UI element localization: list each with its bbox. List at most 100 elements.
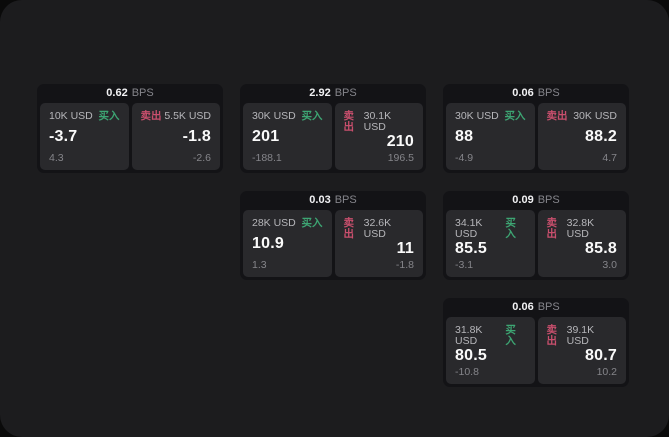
buy-top-row: 34.1K USD 买入 [455, 218, 526, 239]
sell-price: 85.8 [585, 240, 617, 258]
sell-label: 卖出 [343, 217, 355, 240]
buy-price: 201 [252, 128, 280, 145]
buy-tile[interactable]: 30K USD 买入 201 -188.1 [243, 103, 332, 170]
buy-notional: 30K USD [455, 110, 499, 122]
sell-price: 80.7 [585, 347, 617, 365]
sell-label: 卖出 [546, 324, 558, 347]
quote-card: 0.06 BPS 30K USD 买入 88 -4.9 卖出 30K USD [443, 84, 629, 173]
sell-tile[interactable]: 卖出 5.5K USD -1.8 -2.6 [131, 103, 220, 170]
sell-notional: 5.5K USD [164, 110, 211, 122]
bps-value: 0.03 [309, 194, 331, 206]
sell-notional: 32.8K USD [566, 217, 595, 240]
buy-price: 88 [455, 128, 474, 145]
bps-value: 0.09 [512, 194, 534, 206]
sell-tile[interactable]: 卖出 32.6K USD 11 -1.8 [334, 210, 423, 277]
card-body: 30K USD 买入 201 -188.1 卖出 30.1K USD 210 1… [243, 103, 423, 170]
bps-unit-label: BPS [537, 87, 560, 99]
buy-notional: 10K USD [49, 110, 93, 122]
bps-unit-label: BPS [537, 301, 560, 313]
sell-top-row: 卖出 32.6K USD [344, 218, 415, 239]
bps-header: 0.09 BPS [446, 191, 626, 210]
buy-top-row: 28K USD 买入 [252, 218, 323, 229]
sell-tile[interactable]: 卖出 30K USD 88.2 4.7 [537, 103, 626, 170]
bps-unit-label: BPS [131, 87, 154, 99]
sell-top-row: 卖出 32.8K USD [547, 218, 618, 239]
buy-top-row: 31.8K USD 买入 [455, 325, 526, 346]
bps-header: 0.06 BPS [446, 84, 626, 103]
sell-label: 卖出 [343, 110, 355, 133]
bps-unit-label: BPS [334, 194, 357, 206]
bps-header: 0.03 BPS [243, 191, 423, 210]
buy-notional: 34.1K USD [455, 217, 483, 240]
buy-notional: 31.8K USD [455, 324, 483, 347]
buy-label: 买入 [98, 110, 120, 122]
quote-card: 0.09 BPS 34.1K USD 买入 85.5 -3.1 卖出 32.8K… [443, 191, 629, 280]
buy-tile[interactable]: 28K USD 买入 10.9 1.3 [243, 210, 332, 277]
bps-value: 0.06 [512, 87, 534, 99]
sell-notional: 39.1K USD [566, 324, 595, 347]
buy-label: 买入 [505, 324, 516, 347]
buy-delta: -10.8 [455, 365, 479, 378]
card-body: 10K USD 买入 -3.7 4.3 卖出 5.5K USD -1.8 -2.… [40, 103, 220, 170]
sell-price: 210 [386, 133, 414, 151]
sell-top-row: 卖出 30.1K USD [344, 111, 415, 132]
buy-tile[interactable]: 34.1K USD 买入 85.5 -3.1 [446, 210, 535, 277]
sell-price: 88.2 [585, 128, 617, 145]
bps-value: 0.62 [106, 87, 128, 99]
buy-delta: -188.1 [252, 151, 282, 164]
quote-card: 2.92 BPS 30K USD 买入 201 -188.1 卖出 30.1K … [240, 84, 426, 173]
sell-top-row: 卖出 39.1K USD [547, 325, 618, 346]
buy-label: 买入 [301, 217, 323, 229]
sell-delta: 3.0 [602, 258, 617, 271]
sell-price: -1.8 [182, 128, 211, 145]
buy-price: 10.9 [252, 235, 284, 252]
sell-top-row: 卖出 5.5K USD [141, 111, 212, 122]
sell-label: 卖出 [546, 110, 568, 122]
buy-delta: -3.1 [455, 258, 474, 271]
buy-tile[interactable]: 30K USD 买入 88 -4.9 [446, 103, 535, 170]
buy-label: 买入 [301, 110, 323, 122]
buy-top-row: 30K USD 买入 [455, 111, 526, 122]
buy-delta: 4.3 [49, 151, 64, 164]
sell-tile[interactable]: 卖出 32.8K USD 85.8 3.0 [537, 210, 626, 277]
buy-tile[interactable]: 10K USD 买入 -3.7 4.3 [40, 103, 129, 170]
sell-tile[interactable]: 卖出 39.1K USD 80.7 10.2 [537, 317, 626, 384]
buy-label: 买入 [504, 110, 526, 122]
sell-delta: -2.6 [192, 151, 211, 164]
buy-delta: 1.3 [252, 258, 267, 271]
bps-value: 0.06 [512, 301, 534, 313]
card-body: 28K USD 买入 10.9 1.3 卖出 32.6K USD 11 -1.8 [243, 210, 423, 277]
quote-card: 0.06 BPS 31.8K USD 买入 80.5 -10.8 卖出 39.1… [443, 298, 629, 387]
sell-top-row: 卖出 30K USD [547, 111, 618, 122]
bps-value: 2.92 [309, 87, 331, 99]
sell-tile[interactable]: 卖出 30.1K USD 210 196.5 [334, 103, 423, 170]
quote-card: 0.62 BPS 10K USD 买入 -3.7 4.3 卖出 5.5K USD [37, 84, 223, 173]
sell-label: 卖出 [140, 110, 162, 122]
buy-price: 80.5 [455, 347, 487, 365]
card-body: 34.1K USD 买入 85.5 -3.1 卖出 32.8K USD 85.8… [446, 210, 626, 277]
sell-delta: 4.7 [602, 151, 617, 164]
buy-top-row: 30K USD 买入 [252, 111, 323, 122]
buy-tile[interactable]: 31.8K USD 买入 80.5 -10.8 [446, 317, 535, 384]
quote-card: 0.03 BPS 28K USD 买入 10.9 1.3 卖出 32.6K US… [240, 191, 426, 280]
bps-header: 0.06 BPS [446, 298, 626, 317]
buy-notional: 28K USD [252, 217, 296, 229]
sell-delta: 196.5 [387, 151, 414, 164]
sell-delta: -1.8 [395, 258, 414, 271]
card-body: 31.8K USD 买入 80.5 -10.8 卖出 39.1K USD 80.… [446, 317, 626, 384]
quote-card-grid: 0.62 BPS 10K USD 买入 -3.7 4.3 卖出 5.5K USD [37, 84, 629, 387]
bps-header: 0.62 BPS [40, 84, 220, 103]
bps-unit-label: BPS [334, 87, 357, 99]
sell-notional: 30.1K USD [363, 110, 392, 133]
buy-delta: -4.9 [455, 151, 474, 164]
buy-price: -3.7 [49, 128, 78, 145]
sell-delta: 10.2 [596, 365, 617, 378]
sell-label: 卖出 [546, 217, 558, 240]
buy-price: 85.5 [455, 240, 487, 258]
buy-label: 买入 [505, 217, 516, 240]
card-body: 30K USD 买入 88 -4.9 卖出 30K USD 88.2 4.7 [446, 103, 626, 170]
buy-top-row: 10K USD 买入 [49, 111, 120, 122]
sell-price: 11 [396, 240, 414, 258]
buy-notional: 30K USD [252, 110, 296, 122]
